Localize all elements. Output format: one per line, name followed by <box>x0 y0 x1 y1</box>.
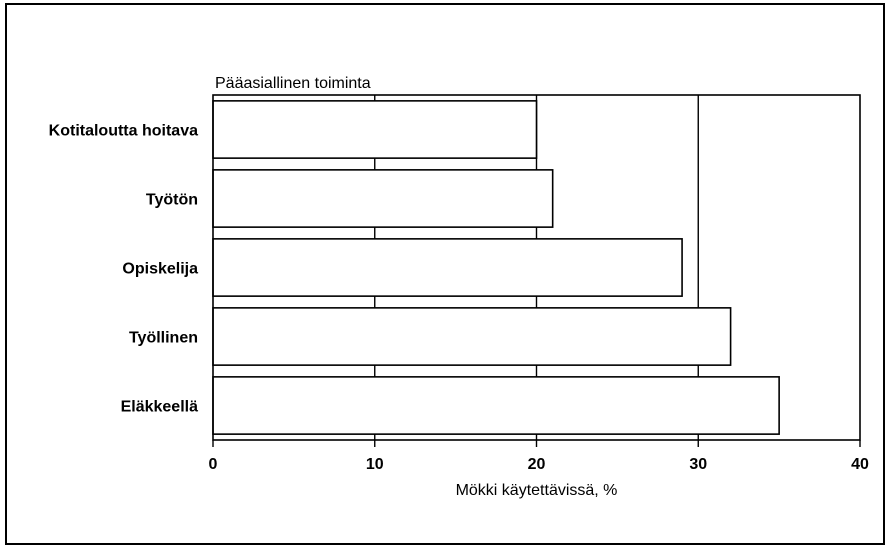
bar <box>212 100 538 159</box>
x-tick-label: 40 <box>851 456 869 473</box>
x-tick-label: 20 <box>528 456 546 473</box>
y-axis-title: Pääasiallinen toiminta <box>215 75 371 92</box>
x-tick-label: 10 <box>366 456 384 473</box>
category-label: Työllinen <box>129 330 198 347</box>
chart-frame <box>5 3 885 545</box>
category-labels: Kotitaloutta hoitava Työtön Opiskelija Työl… <box>49 123 198 416</box>
category-label: Opiskelija <box>122 261 198 278</box>
x-tick-label: 30 <box>689 456 707 473</box>
bar <box>212 307 732 366</box>
category-label: Kotitaloutta hoitava <box>49 123 198 140</box>
x-axis-title: Mökki käytettävissä, % <box>456 482 618 499</box>
bar <box>212 169 554 228</box>
bar <box>212 238 683 297</box>
bars <box>212 100 780 435</box>
x-tick-labels: 0 10 20 30 40 <box>209 456 869 473</box>
plot-area <box>212 94 861 441</box>
category-label: Työtön <box>146 192 198 209</box>
category-label: Eläkkeellä <box>121 399 199 416</box>
x-tick-label: 0 <box>209 456 218 473</box>
bar <box>212 376 780 435</box>
